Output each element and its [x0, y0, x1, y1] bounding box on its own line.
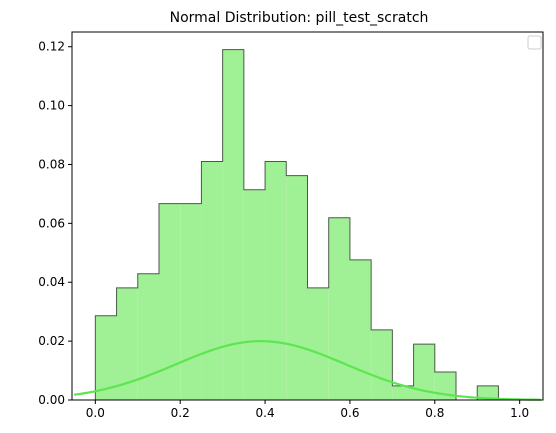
chart-title: Normal Distribution: pill_test_scratch [170, 10, 429, 26]
histogram-bar [413, 344, 435, 400]
y-tick-label: 0.06 [38, 216, 65, 230]
x-tick-label: 0.6 [340, 406, 359, 420]
legend-box [527, 35, 542, 50]
histogram-bar [265, 161, 287, 400]
histogram-outline [94, 49, 520, 401]
histogram-bar [158, 203, 181, 400]
histogram-bar [328, 217, 350, 400]
histogram-bar [180, 203, 202, 400]
x-tick-label: 0.4 [256, 406, 275, 420]
histogram-bar [137, 273, 159, 400]
x-tick-label: 0.2 [171, 406, 190, 420]
y-tick-label: 0.04 [38, 275, 65, 289]
histogram-bar [477, 385, 499, 400]
x-tick-label: 1.0 [510, 406, 529, 420]
histogram-bar [222, 49, 244, 400]
axes-frame [71, 31, 544, 401]
x-tick-label: 0.8 [425, 406, 444, 420]
histogram-bar [116, 287, 138, 400]
normal-curve [73, 340, 541, 401]
histogram-bar [307, 287, 329, 400]
y-tick-label: 0.00 [38, 393, 65, 407]
y-tick-label: 0.02 [38, 334, 65, 348]
y-tick-label: 0.12 [38, 40, 65, 54]
y-tick-label: 0.08 [38, 157, 65, 171]
histogram-bar [349, 259, 372, 400]
histogram-bar [392, 385, 414, 400]
histogram-bar [286, 175, 308, 400]
histogram-bar [201, 161, 223, 400]
histogram-bar [95, 315, 117, 400]
histogram-bar [371, 329, 393, 400]
legend [527, 35, 542, 50]
plot-area: 0.0 0.2 0.4 0.6 0.8 1.0 0.00 0.02 0.04 0.06 0.08 0.… [38, 31, 544, 420]
histogram-bar [243, 189, 266, 400]
x-tick-label: 0.0 [86, 406, 105, 420]
y-tick-label: 0.10 [38, 99, 65, 113]
